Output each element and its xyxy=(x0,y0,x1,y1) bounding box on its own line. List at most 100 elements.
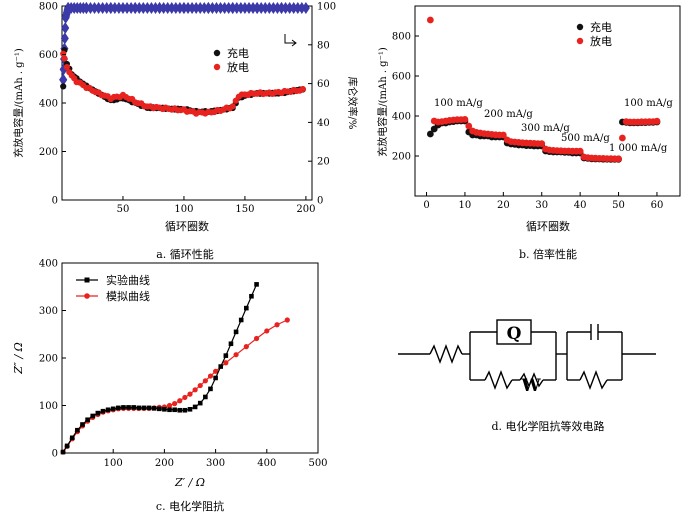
experiment-point xyxy=(254,282,259,287)
x-tick-label: 150 xyxy=(235,204,254,215)
y-tick-label: 300 xyxy=(39,306,58,317)
panel-b-axes: 0 10 20 30 40 50 60 200 400 600 800 xyxy=(392,32,663,212)
discharge-point xyxy=(461,116,469,123)
panel-a-frame xyxy=(61,5,313,201)
y-tick-label: 200 xyxy=(392,152,411,163)
efficiency-point xyxy=(59,73,68,86)
efficiency-point xyxy=(253,1,262,14)
rate-annotation-200: 200 mA/g xyxy=(484,109,533,120)
x-tick-label: 200 xyxy=(155,458,174,469)
sim-point xyxy=(197,382,203,389)
legend-charge-marker xyxy=(576,23,584,31)
y2-tick-label: 60 xyxy=(317,79,330,90)
efficiency-point xyxy=(151,1,160,14)
efficiency-point xyxy=(90,1,99,14)
efficiency-point xyxy=(167,1,176,14)
panel-c-frame xyxy=(61,262,319,454)
sim-point xyxy=(274,322,280,328)
y-tick-label: 400 xyxy=(392,112,411,123)
efficiency-point xyxy=(273,1,282,14)
rate-annotation-500: 500 mA/g xyxy=(561,133,610,144)
experiment-point xyxy=(126,405,131,410)
legend-discharge-label: 放电 xyxy=(590,34,612,48)
efficiency-point xyxy=(261,1,270,14)
efficiency-point xyxy=(216,1,225,14)
efficiency-point xyxy=(127,1,136,14)
x-tick-label: 50 xyxy=(612,200,625,211)
circuit-parallel-block-2 xyxy=(566,324,623,390)
panel-d xyxy=(398,319,656,390)
experiment-point xyxy=(177,407,183,413)
legend-experiment-marker xyxy=(84,277,90,283)
efficiency-point xyxy=(196,1,205,14)
sim-point xyxy=(243,344,249,350)
efficiency-point xyxy=(102,1,111,14)
panel-b-frame xyxy=(414,5,681,197)
sim-point xyxy=(202,378,208,384)
efficiency-point xyxy=(212,1,221,14)
panel-c-caption: c. 电化学阻抗 xyxy=(156,499,224,513)
discharge-point xyxy=(653,117,661,125)
panel-c: 100 200 300 400 500 0 100 200 300 400 Z′ / Ω Z″ /… xyxy=(12,259,328,514)
legend-sim-label: 模拟曲线 xyxy=(106,289,150,303)
efficiency-point xyxy=(60,32,69,45)
legend-discharge-label: 放电 xyxy=(227,60,249,74)
circuit-warburg xyxy=(519,372,544,388)
efficiency-point xyxy=(61,21,70,34)
sim-point xyxy=(223,360,229,366)
y-tick-label: 200 xyxy=(39,354,58,365)
rate-annotation-100-start: 100 mA/g xyxy=(434,98,483,109)
sim-point xyxy=(253,335,260,342)
panel-b-legend: 充电 放电 xyxy=(576,20,612,48)
panel-b-plot xyxy=(426,16,661,163)
experiment-point xyxy=(80,422,85,427)
experiment-point xyxy=(162,407,167,412)
efficiency-point xyxy=(208,1,217,14)
sim-point xyxy=(233,352,239,358)
efficiency-point xyxy=(192,1,201,14)
experiment-point xyxy=(223,353,229,358)
rate-annotation-300: 300 mA/g xyxy=(521,123,570,134)
experiment-point xyxy=(116,405,121,411)
efficiency-point xyxy=(175,1,184,14)
x-tick-label: 60 xyxy=(651,200,664,211)
discharge-point xyxy=(229,103,236,110)
panel-c-plot xyxy=(60,282,290,455)
x-tick-label: 0 xyxy=(423,200,429,211)
panel-b-xlabel: 循环圈数 xyxy=(526,220,570,233)
panel-a-ylabel-left: 充放电容量/(mAh . g⁻¹) xyxy=(12,48,25,158)
experiment-point xyxy=(167,407,172,413)
discharge-point xyxy=(499,131,507,139)
sim-point xyxy=(166,402,173,409)
sim-point xyxy=(192,387,198,393)
panel-c-ylabel: Z″ / Ω xyxy=(12,342,25,375)
panel-b-ylabel: 充放电容量/(mAh . g⁻¹) xyxy=(376,47,389,157)
efficiency-point xyxy=(200,1,209,14)
experiment-point xyxy=(208,386,213,392)
panel-c-legend: 实验曲线 模拟曲线 xyxy=(76,273,150,303)
panel-b-caption: b. 倍率性能 xyxy=(519,247,577,261)
y-tick-label: 0 xyxy=(52,196,58,207)
experiment-point xyxy=(192,404,198,410)
x-tick-label: 200 xyxy=(296,204,315,215)
efficiency-point xyxy=(257,1,266,14)
sim-point xyxy=(187,391,193,397)
efficiency-point xyxy=(143,1,152,14)
efficiency-point xyxy=(171,1,180,14)
experiment-point xyxy=(187,407,193,412)
experiment-point xyxy=(105,407,111,413)
experiment-point xyxy=(131,405,136,410)
experiment-point xyxy=(172,407,177,413)
experiment-point xyxy=(85,417,90,423)
experiment-curve-line xyxy=(62,284,258,453)
panel-a-ylabel-right: 库仑效率/% xyxy=(346,77,359,130)
panel-c-axes: 100 200 300 400 500 0 100 200 300 400 xyxy=(39,259,328,470)
sim-point xyxy=(182,394,188,401)
panel-b: 0 10 20 30 40 50 60 200 400 600 800 循环圈数 充放电容量/(mA… xyxy=(376,5,681,261)
charge-point xyxy=(426,130,434,138)
x-tick-label: 500 xyxy=(308,458,327,469)
legend-sim-marker xyxy=(84,293,90,299)
circuit-resistor-series xyxy=(398,344,470,364)
